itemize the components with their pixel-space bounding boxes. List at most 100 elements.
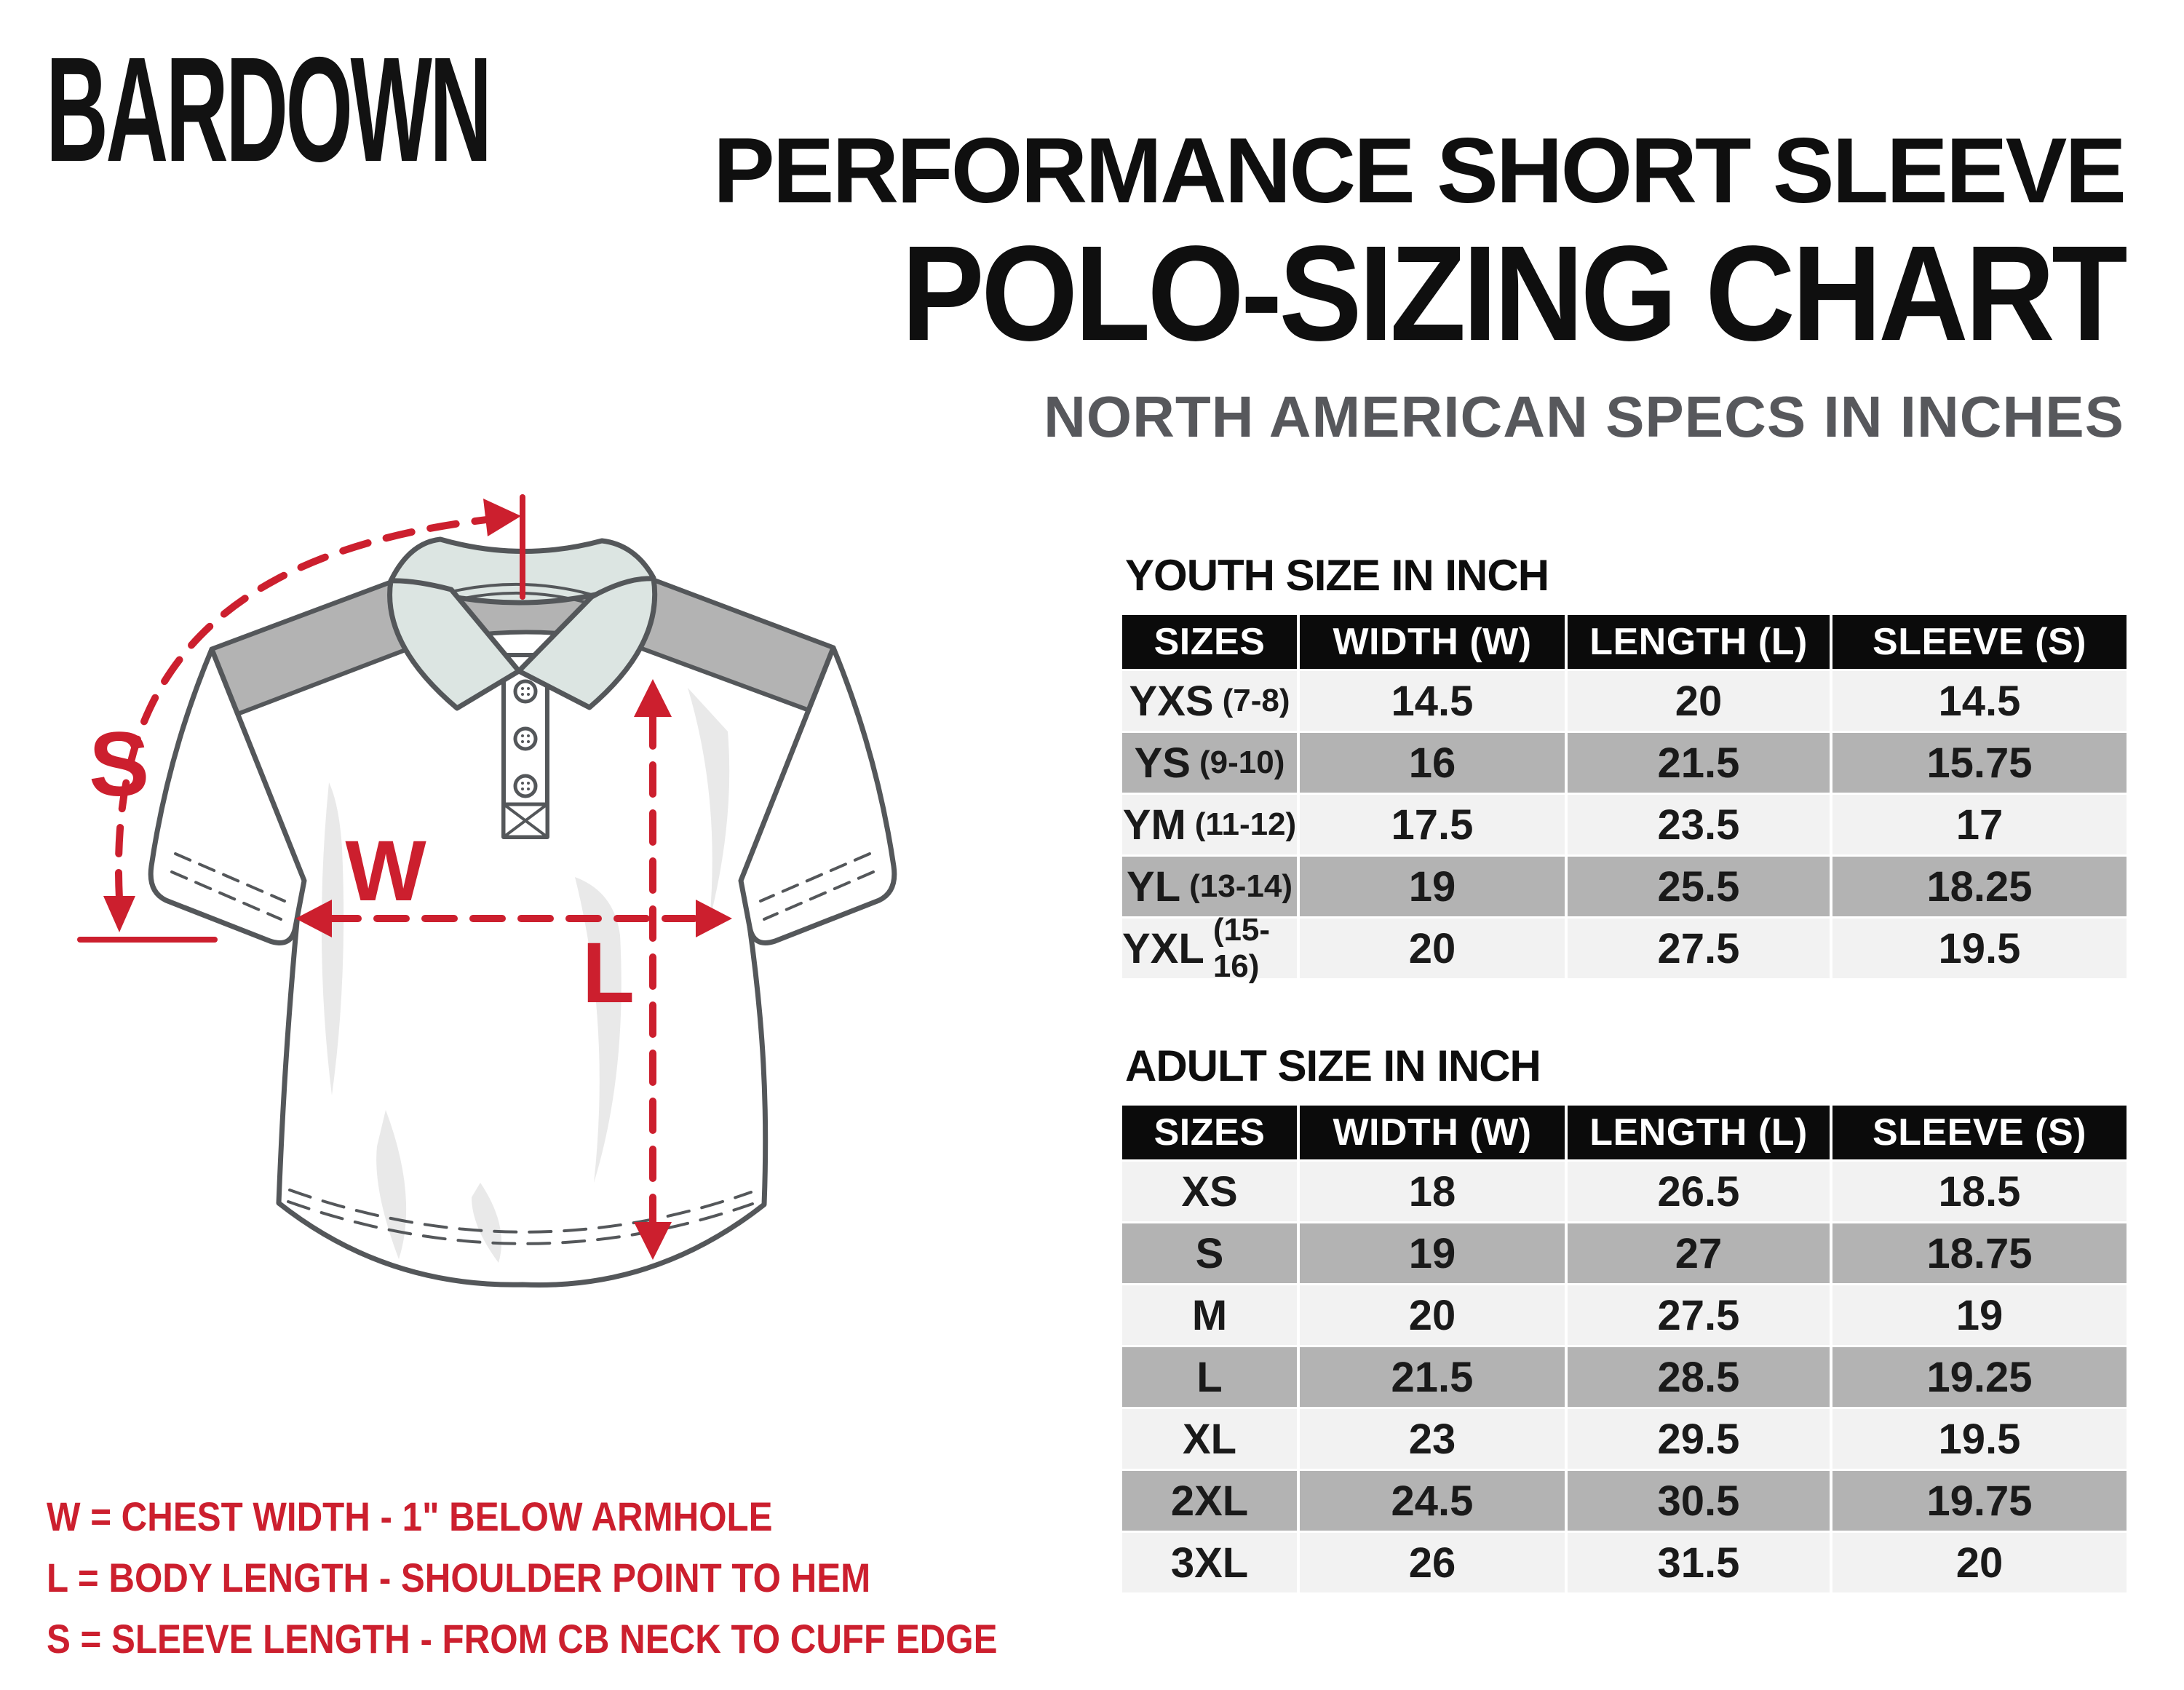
size-cell: YXL (15-16) — [1122, 912, 1297, 984]
size-label: YM — [1122, 801, 1186, 849]
column-header: SIZES — [1122, 1106, 1297, 1159]
width-value-cell: 20 — [1300, 919, 1565, 978]
length-arrowhead-bottom — [634, 1222, 672, 1260]
column-header: WIDTH (W) — [1300, 615, 1565, 669]
size-cell: M — [1122, 1285, 1297, 1345]
placket — [501, 653, 549, 839]
legend-length-line: L = BODY LENGTH - SHOULDER POINT TO HEM — [47, 1555, 871, 1600]
title-line-2: POLO-SIZING CHART — [901, 218, 2128, 370]
cuff-stitching — [170, 852, 875, 921]
size-label: 3XL — [1170, 1539, 1249, 1587]
sleeve-value-cell: 14.5 — [1832, 671, 2127, 731]
length-value-cell: 30.5 — [1568, 1471, 1830, 1531]
sleeve-value-cell: 18.25 — [1832, 857, 2127, 916]
hem-stitching — [287, 1189, 754, 1245]
length-value-cell: 31.5 — [1568, 1533, 1830, 1592]
collar-left-flap — [387, 578, 522, 711]
title-line-1: PERFORMANCE SHORT SLEEVE — [712, 119, 2127, 222]
sleeve-value-cell: 17 — [1832, 795, 2127, 854]
size-label: S — [1195, 1229, 1224, 1277]
sleeve-value-cell: 19.75 — [1832, 1471, 2127, 1531]
right-sleeve — [738, 645, 897, 945]
age-range-label: (9-10) — [1199, 745, 1285, 780]
length-arrowhead-top — [634, 679, 672, 717]
size-label: YL — [1127, 862, 1181, 911]
age-range-label: (15-16) — [1212, 912, 1271, 984]
size-label: M — [1191, 1291, 1228, 1339]
size-cell: 3XL — [1122, 1533, 1297, 1592]
length-value-cell: 26.5 — [1568, 1162, 1830, 1221]
polo-measurement-diagram: S W L — [77, 494, 897, 1288]
width-value-cell: 20 — [1300, 1285, 1565, 1345]
width-value-cell: 16 — [1300, 733, 1565, 793]
youth-table-title: YOUTH SIZE IN INCH — [1125, 551, 1549, 600]
width-value-cell: 26 — [1300, 1533, 1565, 1592]
length-value-cell: 25.5 — [1568, 857, 1830, 916]
sleeve-value-cell: 15.75 — [1832, 733, 2127, 793]
length-value-cell: 23.5 — [1568, 795, 1830, 854]
width-value-cell: 18 — [1300, 1162, 1565, 1221]
width-arrowhead-left — [295, 900, 332, 937]
sleeve-value-cell: 19.5 — [1832, 1409, 2127, 1469]
sleeve-value-cell: 18.75 — [1832, 1223, 2127, 1283]
width-arrowhead-right — [696, 900, 732, 937]
youth-size-section: YOUTH SIZE IN INCH SIZES WIDTH (W) LENGTH … — [1122, 550, 2127, 984]
width-value-cell: 17.5 — [1300, 795, 1565, 854]
column-header: LENGTH (L) — [1568, 615, 1830, 669]
sleeve-value-cell: 20 — [1832, 1533, 2127, 1592]
size-label: L — [1196, 1353, 1223, 1401]
brand-logo: BARDOWN — [46, 26, 492, 193]
width-measure-label: W — [345, 823, 426, 919]
size-cell: 2XL — [1122, 1471, 1297, 1531]
size-cell: YS (9-10) — [1122, 733, 1297, 793]
youth-size-table: SIZES WIDTH (W) LENGTH (L) SLEEVE (S) YXS (7-… — [1122, 615, 2127, 984]
width-value-cell: 21.5 — [1300, 1347, 1565, 1407]
size-label: YS — [1134, 739, 1191, 787]
width-value-cell: 19 — [1300, 1223, 1565, 1283]
size-label: XL — [1182, 1415, 1237, 1463]
age-range-label: (13-14) — [1189, 868, 1292, 904]
sleeve-arc-arrowhead-top — [483, 499, 521, 536]
adult-size-table: SIZES WIDTH (W) LENGTH (L) SLEEVE (S) XS 18 26… — [1122, 1106, 2127, 1592]
age-range-label: (7-8) — [1222, 683, 1290, 718]
size-cell: XS — [1122, 1162, 1297, 1221]
size-cell: YL (13-14) — [1122, 857, 1297, 916]
adult-size-section: ADULT SIZE IN INCH SIZES WIDTH (W) LENGTH … — [1122, 1041, 2127, 1592]
size-label: 2XL — [1170, 1477, 1249, 1525]
sleeve-value-cell: 19.25 — [1832, 1347, 2127, 1407]
column-header: SLEEVE (S) — [1832, 1106, 2127, 1159]
size-cell: YM (11-12) — [1122, 795, 1297, 854]
width-value-cell: 19 — [1300, 857, 1565, 916]
column-header: SLEEVE (S) — [1832, 615, 2127, 669]
measurement-legend: W = CHEST WIDTH - 1" BELOW ARMHOLE L = B… — [47, 1486, 997, 1670]
sleeve-arc-arrowhead-bottom — [103, 896, 135, 932]
size-label: YXS — [1129, 677, 1214, 725]
size-cell: S — [1122, 1223, 1297, 1283]
wrinkle-shading — [321, 688, 730, 1263]
buttons — [513, 679, 538, 798]
legend-width-line: W = CHEST WIDTH - 1" BELOW ARMHOLE — [47, 1493, 773, 1539]
column-header: SIZES — [1122, 615, 1297, 669]
width-value-cell: 23 — [1300, 1409, 1565, 1469]
size-cell: XL — [1122, 1409, 1297, 1469]
length-value-cell: 27 — [1568, 1223, 1830, 1283]
length-value-cell: 27.5 — [1568, 1285, 1830, 1345]
left-sleeve — [148, 646, 307, 945]
width-value-cell: 14.5 — [1300, 671, 1565, 731]
size-label: XS — [1181, 1167, 1238, 1215]
legend-sleeve-line: S = SLEEVE LENGTH - FROM CB NECK TO CUFF… — [47, 1616, 998, 1662]
length-value-cell: 20 — [1568, 671, 1830, 731]
length-value-cell: 27.5 — [1568, 919, 1830, 978]
size-label: YXL — [1122, 924, 1204, 972]
measurement-marks: S W L — [77, 494, 732, 1260]
sleeve-value-cell: 18.5 — [1832, 1162, 2127, 1221]
length-value-cell: 21.5 — [1568, 733, 1830, 793]
sleeve-value-cell: 19 — [1832, 1285, 2127, 1345]
age-range-label: (11-12) — [1194, 806, 1297, 842]
collar-right-flap — [516, 576, 658, 710]
adult-table-title: ADULT SIZE IN INCH — [1125, 1042, 1541, 1090]
sleeve-value-cell: 19.5 — [1832, 919, 2127, 978]
length-value-cell: 29.5 — [1568, 1409, 1830, 1469]
length-measure-label: L — [582, 925, 635, 1021]
